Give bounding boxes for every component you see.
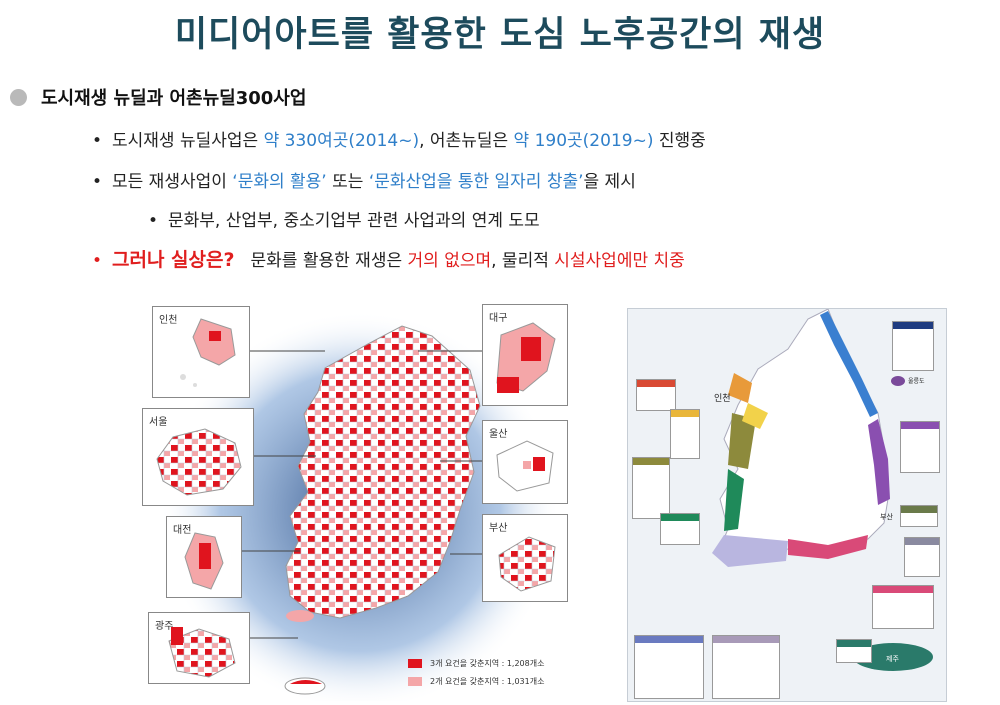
stats-box-incheon	[636, 379, 676, 411]
inset-busan: 부산	[482, 514, 568, 602]
stats-box-busan	[904, 537, 940, 577]
korea-map-graphic	[160, 311, 560, 705]
stats-box-jeju	[836, 639, 872, 663]
svg-text:인천: 인천	[714, 393, 731, 404]
jeju-island-fill	[290, 680, 322, 684]
stats-box-jeonnam	[634, 635, 704, 699]
southwest-coast-band	[712, 535, 788, 567]
west-coast-band-orange	[728, 373, 752, 403]
stats-box-ulsan	[900, 505, 938, 527]
urban-regeneration-map: 인천 서울 대전 광주 대구 울산 부산 3개 요건을 갖춘지역 : 1,208…	[140, 296, 572, 705]
inset-ulsan: 울산	[482, 420, 568, 504]
stats-box-gangwon	[892, 321, 934, 371]
west-coast-band-green	[724, 469, 744, 531]
bullet-item-4: • 그러나 실상은? 문화를 활용한 재생은 거의 없으며, 물리적 시설사업에만 …	[92, 249, 685, 271]
bullet-dot-icon: •	[92, 251, 103, 271]
section-heading: 도시재생 뉴딜과 어촌뉴딜300사업	[10, 84, 306, 110]
bullet-item-2: • 모든 재생사업이 ‘문화의 활용’ 또는 ‘문화산업을 통한 일자리 창출’을…	[92, 172, 636, 192]
svg-text:부산: 부산	[880, 512, 893, 521]
section-heading-text: 도시재생 뉴딜과 어촌뉴딜300사업	[41, 88, 307, 109]
fishing-village-map: 인천 울릉도 부산 제주	[627, 308, 947, 702]
east-coast-band	[820, 311, 878, 417]
southeast-coast-band	[868, 419, 890, 505]
jeju-island	[853, 643, 933, 671]
svg-text:제주: 제주	[886, 655, 899, 663]
bullet-dot-icon: •	[148, 211, 159, 231]
stats-box-gyeonggi	[670, 409, 700, 459]
legend-swatch-pink	[408, 677, 422, 686]
ulleung-island	[891, 376, 905, 386]
stats-box-gyeongbuk	[900, 421, 940, 473]
south-coast-band	[788, 535, 868, 559]
inset-daejeon: 대전	[166, 516, 242, 598]
bullet-item-1: • 도시재생 뉴딜사업은 약 330여곳(2014~), 어촌뉴딜은 약 190곳…	[92, 131, 706, 151]
inset-gwangju: 광주	[148, 612, 250, 684]
korea-mainland	[285, 325, 481, 619]
west-coast-band-olive	[728, 413, 756, 469]
west-coast-band-yellow	[742, 403, 768, 429]
island	[286, 610, 314, 622]
stats-box-jeonnam-2	[712, 635, 780, 699]
coastline-map-graphic: 인천 울릉도 부산 제주	[712, 308, 933, 671]
svg-text:울릉도: 울릉도	[908, 378, 925, 385]
legend-item-1: 3개 요건을 갖춘지역 : 1,208개소	[408, 658, 544, 669]
bullet-dot-icon: •	[92, 131, 103, 151]
inset-incheon: 인천	[152, 306, 250, 398]
bullet-item-3: • 문화부, 산업부, 중소기업부 관련 사업과의 연계 도모	[148, 211, 540, 231]
legend-item-2: 2개 요건을 갖춘지역 : 1,031개소	[408, 676, 544, 687]
inset-daegu: 대구	[482, 304, 568, 406]
stats-box-chungnam	[632, 457, 670, 519]
bullet-circle-icon	[10, 88, 27, 106]
stats-box-gyeongnam	[872, 585, 934, 629]
inset-seoul: 서울	[142, 408, 254, 506]
legend-swatch-red	[408, 659, 422, 668]
stats-box-jeonbuk	[660, 513, 700, 545]
bullet-dot-icon: •	[92, 172, 103, 192]
page-title: 미디어아트를 활용한 도심 노후공간의 재생	[174, 14, 826, 55]
